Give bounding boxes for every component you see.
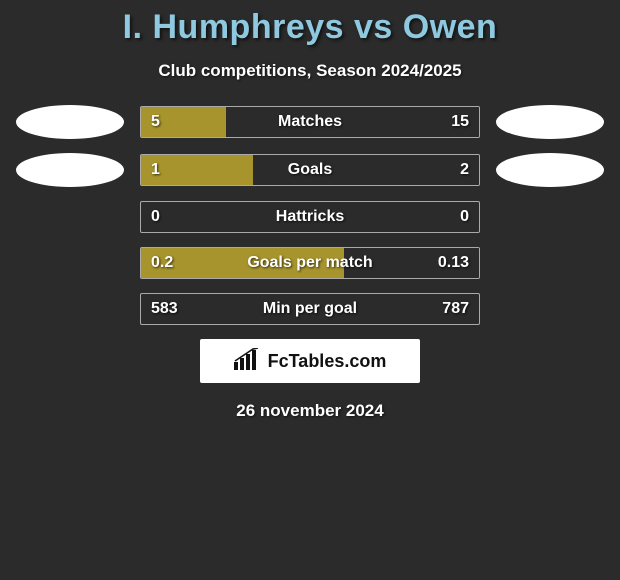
value-left: 583 [151,300,178,318]
value-left: 1 [151,161,160,179]
value-right: 2 [460,161,469,179]
stat-row: 0.2 0.13 Goals per match [0,247,620,279]
stat-label: Goals per match [247,254,372,272]
team-left-logo [16,105,124,139]
segment-right [226,107,480,137]
stat-row: 0 0 Hattricks [0,201,620,233]
value-left: 5 [151,113,160,131]
stat-row: 1 2 Goals [0,153,620,187]
stat-label: Matches [278,113,342,131]
stat-row: 583 787 Min per goal [0,293,620,325]
stat-bar: 1 2 Goals [140,154,480,186]
team-right-logo [496,153,604,187]
stat-label: Goals [288,161,332,179]
value-left: 0.2 [151,254,173,272]
stat-label: Hattricks [276,208,344,226]
branding-badge: FcTables.com [200,339,420,383]
stat-label: Min per goal [263,300,357,318]
stat-bar: 0 0 Hattricks [140,201,480,233]
team-left-logo [16,153,124,187]
value-right: 0.13 [438,254,469,272]
logo-left-cell [0,105,140,139]
subtitle: Club competitions, Season 2024/2025 [0,61,620,81]
stat-bar: 583 787 Min per goal [140,293,480,325]
date-line: 26 november 2024 [0,401,620,421]
stat-bar: 5 15 Matches [140,106,480,138]
logo-left-cell [0,153,140,187]
stat-bar: 0.2 0.13 Goals per match [140,247,480,279]
value-right: 0 [460,208,469,226]
segment-right [253,155,479,185]
value-right: 787 [442,300,469,318]
comparison-infographic: I. Humphreys vs Owen Club competitions, … [0,0,620,580]
logo-right-cell [480,153,620,187]
value-right: 15 [451,113,469,131]
team-right-logo [496,105,604,139]
chart-bars-icon [234,348,260,375]
value-left: 0 [151,208,160,226]
page-title: I. Humphreys vs Owen [0,8,620,47]
branding-text: FcTables.com [268,351,387,372]
stats-area: 5 15 Matches 1 2 Goals 0 0 Hattricks 0.2 0.13 Goals… [0,105,620,325]
logo-right-cell [480,105,620,139]
stat-row: 5 15 Matches [0,105,620,139]
